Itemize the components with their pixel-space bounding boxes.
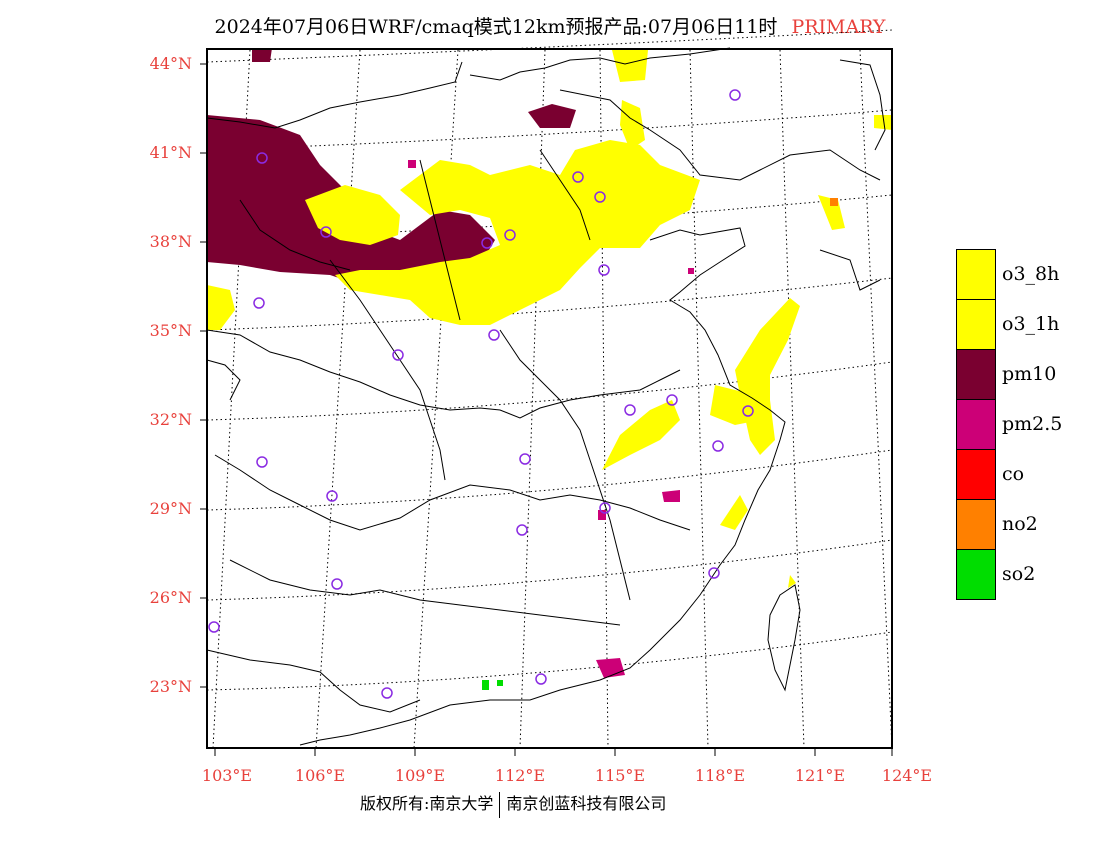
lon-label-118e: 118°E: [694, 766, 746, 785]
lat-label-38n: 38°N: [149, 232, 192, 251]
station-markers: [208, 89, 754, 699]
lat-label-23n: 23°N: [149, 677, 192, 696]
o3-areas: [207, 50, 892, 588]
legend-swatch: [956, 499, 996, 550]
legend-label: so2: [1002, 563, 1036, 585]
legend-swatch: [956, 249, 996, 300]
legend-label: pm2.5: [1002, 413, 1063, 435]
lon-label-109e: 109°E: [394, 766, 446, 785]
primary-tag: PRIMARY: [791, 16, 886, 38]
map-frame: [206, 48, 893, 749]
legend-label: no2: [1002, 513, 1038, 535]
copyright-footer: 版权所有:南京大学 南京创蓝科技有限公司: [360, 790, 666, 818]
lat-label-29n: 29°N: [149, 499, 192, 518]
lon-label-115e: 115°E: [594, 766, 646, 785]
axis-ticks: [200, 63, 893, 756]
lon-label-106e: 106°E: [294, 766, 346, 785]
footer-divider: [499, 791, 501, 818]
lat-label-44n: 44°N: [149, 54, 192, 73]
legend-label: o3_1h: [1002, 313, 1060, 335]
lat-label-32n: 32°N: [149, 410, 192, 429]
lat-label-35n: 35°N: [149, 321, 192, 340]
copyright-company: 南京创蓝科技有限公司: [506, 794, 667, 813]
legend-swatch: [956, 449, 996, 500]
lat-label-26n: 26°N: [149, 588, 192, 607]
lon-label-103e: 103°E: [201, 766, 253, 785]
longitude-gridlines: [212, 49, 893, 749]
lon-label-112e: 112°E: [494, 766, 546, 785]
copyright-owner: 版权所有:南京大学: [360, 794, 494, 813]
legend-label: o3_8h: [1002, 263, 1060, 285]
map-title: 2024年07月06日WRF/cmaq模式12km预报产品:07月06日11时 P…: [0, 12, 1100, 39]
legend-swatch: [956, 549, 996, 600]
latitude-gridlines: [206, 29, 893, 691]
legend-label: pm10: [1002, 363, 1057, 385]
legend-label: co: [1002, 463, 1025, 485]
lat-label-41n: 41°N: [149, 143, 192, 162]
legend-swatch: [956, 349, 996, 400]
no2-areas: [830, 198, 838, 206]
legend-swatch: [956, 299, 996, 350]
title-text: 2024年07月06日WRF/cmaq模式12km预报产品:07月06日11时: [214, 16, 778, 38]
so2-areas: [482, 680, 503, 690]
legend-swatch: [956, 399, 996, 450]
coastline-and-borders: [206, 47, 886, 746]
lon-label-121e: 121°E: [794, 766, 846, 785]
lon-label-124e: 124°E: [881, 766, 933, 785]
